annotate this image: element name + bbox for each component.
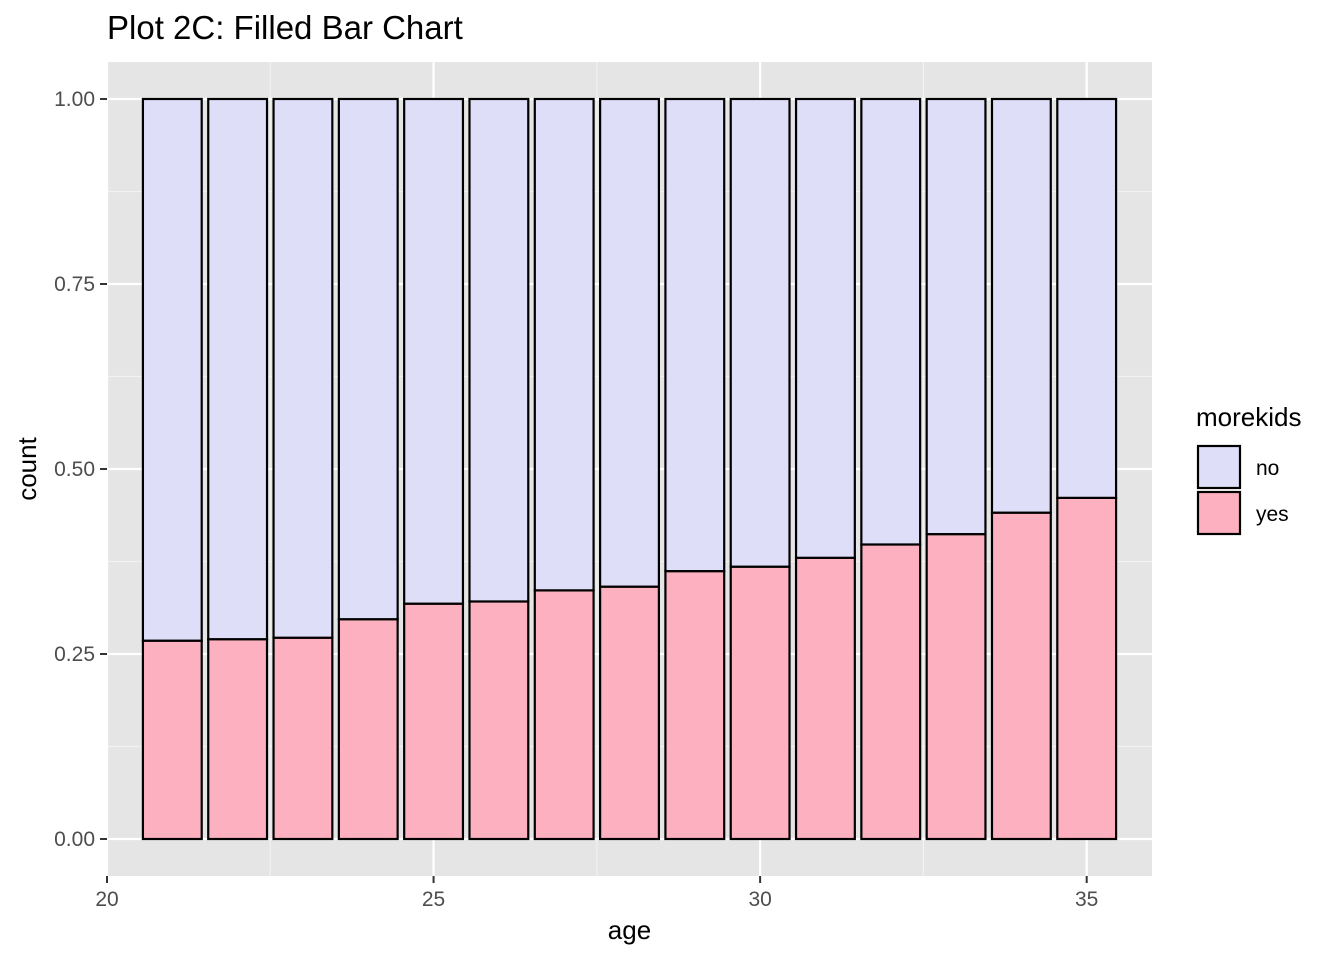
- bar-no-age-28: [599, 97, 660, 588]
- bar-marks: [141, 97, 1118, 841]
- legend-label-yes: yes: [1256, 503, 1289, 526]
- y-tick-label: 1.00: [54, 88, 95, 111]
- legend: morekids no yes: [1196, 402, 1301, 536]
- x-tick-label: 35: [1075, 888, 1098, 911]
- bar-no-age-21: [141, 97, 203, 642]
- x-axis-title: age: [608, 915, 651, 945]
- y-tick-label: 0.25: [54, 643, 95, 666]
- bar-no-age-34: [990, 97, 1052, 514]
- bar-no-age-26: [468, 97, 530, 603]
- bar-yes-age-34: [990, 511, 1052, 841]
- bar-yes-age-22: [207, 638, 269, 841]
- bar-yes-age-23: [272, 636, 334, 841]
- bar-no-age-31: [794, 97, 856, 559]
- x-tick-label: 30: [748, 888, 771, 911]
- bar-yes-age-27: [533, 589, 595, 841]
- bar-no-age-25: [403, 97, 465, 605]
- bar-yes-age-31: [794, 556, 856, 841]
- bar-no-age-33: [925, 97, 987, 536]
- bar-yes-age-25: [403, 602, 465, 841]
- bar-yes-age-26: [468, 600, 530, 841]
- bar-no-age-30: [729, 97, 791, 568]
- bar-yes-age-21: [141, 639, 203, 841]
- chart-title: Plot 2C: Filled Bar Chart: [107, 9, 463, 46]
- legend-key-no: [1196, 444, 1242, 490]
- bar-no-age-35: [1056, 97, 1118, 499]
- bar-yes-age-24: [337, 618, 399, 841]
- x-tick-label: 25: [422, 888, 445, 911]
- bar-no-age-32: [860, 97, 922, 546]
- y-axis-title: count: [12, 436, 42, 500]
- y-tick-label: 0.50: [54, 458, 95, 481]
- bar-no-age-22: [207, 97, 269, 641]
- bar-yes-age-32: [860, 543, 922, 841]
- bar-yes-age-30: [729, 565, 791, 841]
- bar-no-age-27: [533, 97, 595, 592]
- y-tick-label: 0.00: [54, 828, 95, 851]
- bar-no-age-24: [337, 97, 399, 621]
- legend-key-yes: [1196, 490, 1242, 536]
- bar-yes-age-33: [925, 533, 987, 841]
- legend-items: no yes: [1196, 444, 1289, 536]
- bar-yes-age-35: [1056, 496, 1118, 841]
- legend-label-no: no: [1256, 457, 1279, 480]
- y-axis: 0.00 0.25 0.50 0.75 1.00: [54, 88, 107, 851]
- y-tick-label: 0.75: [54, 273, 95, 296]
- bar-yes-age-28: [599, 585, 660, 841]
- bar-no-age-23: [272, 97, 334, 639]
- x-tick-label: 20: [95, 888, 118, 911]
- legend-title: morekids: [1196, 402, 1301, 432]
- bar-no-age-29: [664, 97, 726, 573]
- bar-yes-age-29: [664, 570, 726, 841]
- x-axis: 20 25 30 35: [95, 876, 1098, 911]
